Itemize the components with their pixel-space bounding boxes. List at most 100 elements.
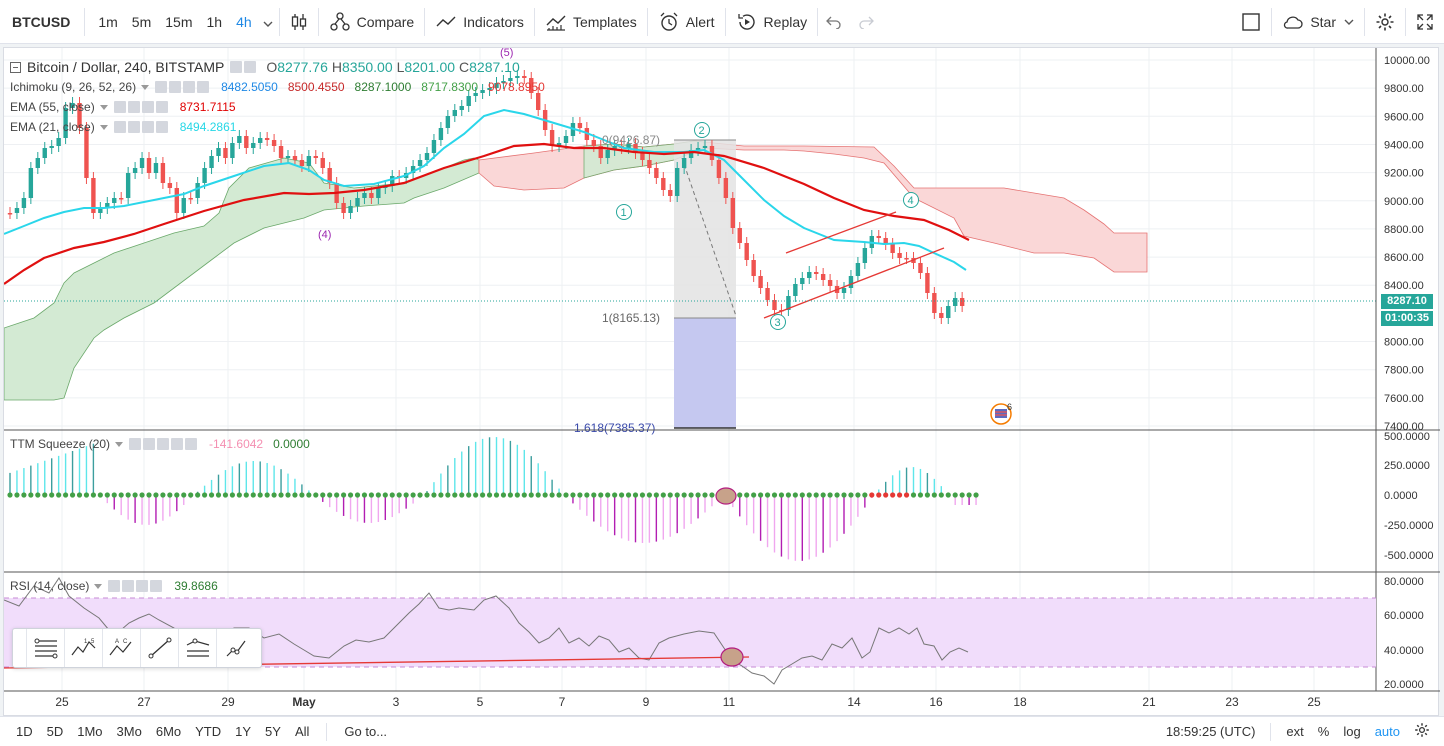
squeeze-dot <box>146 492 152 498</box>
squeeze-dot <box>459 492 465 498</box>
range-5y[interactable]: 5Y <box>265 724 281 739</box>
squeeze-dot <box>42 492 48 498</box>
wave-label-4b: 4 <box>903 192 919 208</box>
fullscreen-button[interactable] <box>1406 0 1444 44</box>
ichimoku-legend[interactable]: Ichimoku (9, 26, 52, 26) 8482.5050 8500.… <box>10 80 545 94</box>
replay-button[interactable]: Replay <box>726 0 818 44</box>
fib-label-1618: 1.618(7385.37) <box>574 421 655 435</box>
star-button[interactable]: Star <box>1272 0 1364 44</box>
caret-icon[interactable] <box>99 104 108 110</box>
channel-tool-button[interactable] <box>179 629 217 667</box>
economic-event-flag-icon[interactable]: 6 <box>990 402 1012 425</box>
indicators-button[interactable]: Indicators <box>425 0 534 44</box>
fib-tool-button[interactable] <box>27 629 65 667</box>
indicator-controls[interactable] <box>108 580 163 592</box>
templates-icon <box>546 15 566 31</box>
time-axis[interactable]: 25 27 29 May 3 5 7 9 11 14 16 18 21 23 25 <box>55 695 1321 709</box>
squeeze-dot <box>28 492 34 498</box>
indicator-controls[interactable] <box>113 121 168 133</box>
auto-scale-toggle[interactable]: auto <box>1374 724 1400 739</box>
ttm-scale-label: -500.0000 <box>1384 550 1434 562</box>
interval-5m[interactable]: 5m <box>131 13 152 30</box>
candle-body <box>953 298 958 306</box>
indicators-icon <box>436 16 456 26</box>
squeeze-dot <box>632 492 639 498</box>
squeeze-dot <box>577 492 583 498</box>
extended-hours-toggle[interactable]: ext <box>1286 724 1304 739</box>
interval-1m[interactable]: 1m <box>98 13 118 30</box>
compare-button[interactable]: Compare <box>319 0 425 44</box>
range-5d[interactable]: 5D <box>46 724 64 739</box>
candle-body <box>737 228 742 243</box>
interval-dropdown-icon[interactable] <box>263 14 273 30</box>
squeeze-dot <box>931 492 937 498</box>
ema21-legend[interactable]: EMA (21, close) 8494.2861 <box>10 120 236 134</box>
collapse-icon[interactable] <box>10 61 21 73</box>
caret-icon[interactable] <box>115 441 124 447</box>
range-1d[interactable]: 1D <box>16 724 33 739</box>
indicator-controls[interactable] <box>129 438 198 450</box>
clock-display[interactable]: 18:59:25 (UTC) <box>1165 724 1256 739</box>
divider <box>533 7 535 36</box>
chart-settings-button[interactable] <box>1407 722 1444 741</box>
undo-button[interactable] <box>818 0 850 44</box>
squeeze-dot <box>619 492 625 498</box>
chart-type-button[interactable] <box>280 0 318 44</box>
fullscreen-toggle-button[interactable] <box>1231 0 1271 44</box>
redo-button[interactable] <box>850 0 882 44</box>
squeeze-dot <box>222 492 229 498</box>
range-3mo[interactable]: 3Mo <box>116 724 142 739</box>
symbol-search-button[interactable]: BTCUSD <box>12 13 71 30</box>
interval-1h[interactable]: 1h <box>206 13 223 30</box>
divider <box>724 7 726 36</box>
candle-body <box>473 93 478 96</box>
range-1mo[interactable]: 1Mo <box>77 724 103 739</box>
trendline-tool-button[interactable] <box>141 629 179 667</box>
star-label: Star <box>1310 13 1336 30</box>
rsi-legend[interactable]: RSI (14, close) 39.8686 <box>10 579 218 593</box>
settings-button[interactable] <box>1365 0 1405 44</box>
ttm-legend[interactable]: TTM Squeeze (20) -141.6042 0.0000 <box>10 437 310 451</box>
range-all[interactable]: All <box>294 724 310 739</box>
squeeze-dot <box>744 492 750 498</box>
caret-icon[interactable] <box>141 84 150 90</box>
candle-body <box>417 160 423 166</box>
log-scale-toggle[interactable]: log <box>1343 724 1361 739</box>
candle-body <box>529 78 534 93</box>
range-ytd[interactable]: YTD <box>195 724 222 739</box>
candle-body <box>223 148 228 158</box>
candle-body <box>932 293 937 313</box>
squeeze-dot <box>7 492 13 498</box>
drag-handle[interactable] <box>13 629 27 667</box>
price-scale[interactable]: 10000.00 9800.00 9600.00 9400.00 9200.00 9000… <box>1384 55 1434 691</box>
alert-button[interactable]: Alert <box>648 0 725 44</box>
indicator-controls[interactable] <box>155 81 210 93</box>
goto-button[interactable]: Go to... <box>344 724 388 739</box>
percent-scale-toggle[interactable]: % <box>1317 724 1330 739</box>
indicator-controls[interactable] <box>113 101 168 113</box>
range-6mo[interactable]: 6Mo <box>155 724 182 739</box>
squeeze-dot <box>56 492 62 498</box>
caret-icon[interactable] <box>99 124 108 130</box>
squeeze-dot <box>883 492 889 498</box>
path-tool-button[interactable] <box>217 629 255 667</box>
ttm-signal: 0.0000 <box>273 437 310 451</box>
ema55-legend[interactable]: EMA (55, close) 8731.7115 <box>10 100 236 114</box>
templates-button[interactable]: Templates <box>535 0 647 44</box>
chart-canvas[interactable]: (5) (4) 1 2 3 4 0(9426.87) 1(8165.13) 1.… <box>4 48 1440 717</box>
squeeze-dot <box>758 492 764 498</box>
chart-container[interactable]: (5) (4) 1 2 3 4 0(9426.87) 1(8165.13) 1.… <box>3 47 1440 717</box>
candle-body <box>445 116 451 128</box>
interval-15m[interactable]: 15m <box>165 13 193 30</box>
ichimoku-span-a: 8717.8300 <box>421 80 479 94</box>
range-1y[interactable]: 1Y <box>235 724 252 739</box>
caret-icon[interactable] <box>94 583 103 589</box>
squeeze-dot <box>584 492 590 498</box>
series-controls[interactable] <box>230 61 257 73</box>
candle-body <box>793 284 798 296</box>
interval-4h[interactable]: 4h <box>236 13 252 30</box>
wave-label-4: (4) <box>318 229 331 241</box>
